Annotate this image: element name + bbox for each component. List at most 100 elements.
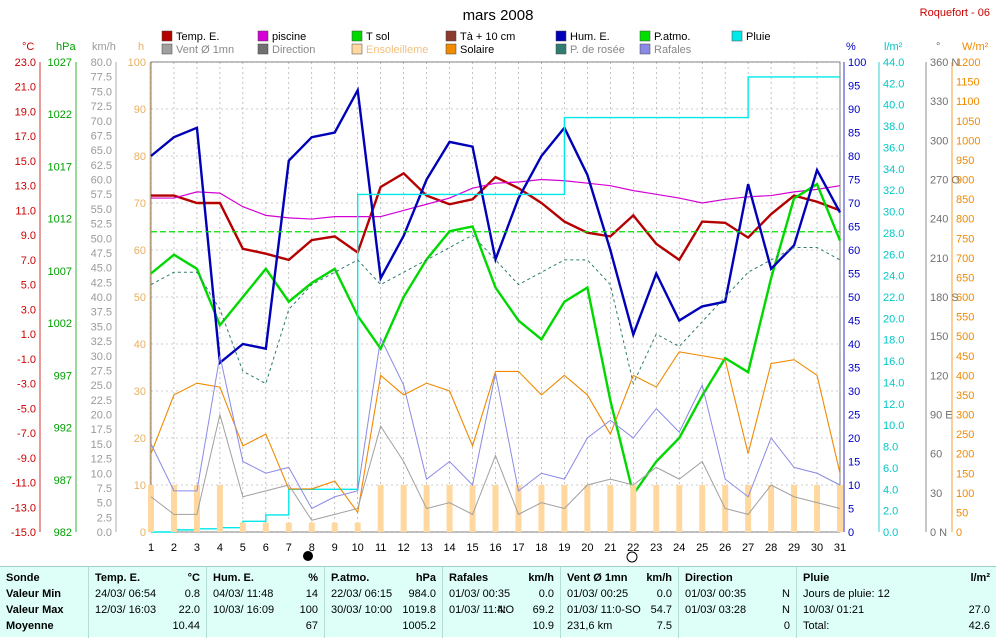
stats-header: Temp. E. °C [95,570,200,586]
axis-tick-temp: 13.0 [15,181,36,193]
axis-tick-lm2: 6.0 [883,463,898,475]
axis-tick-temp: -7.0 [17,428,36,440]
stats-row: 04/03/ 11:48 14 [213,586,318,602]
sunshine-bar [377,485,384,532]
axis-tick-temp: 23.0 [15,57,36,69]
axis-tick-wm2: 500 [956,331,974,343]
sunshine-bar [814,485,821,532]
chart-legend: Temp. E. piscine T sol Tà + 10 cm Hum. E. P.a… [161,30,770,56]
stats-row: 10/03/ 01:21 27.0 [803,602,990,618]
axis-tick-pct: 0 [848,527,854,539]
legend-swatch [161,43,173,55]
stats-cell: °C [187,572,200,584]
stats-header: Rafales km/h [449,570,554,586]
axis-tick-kmh: 45.0 [91,263,112,275]
axis-tick-deg: 360 N [930,57,959,69]
sunshine-bar [148,485,154,532]
x-tick-label: 30 [811,542,823,554]
axis-tick-pct: 35 [848,363,860,375]
legend-swatch [445,30,457,42]
axis-tick-wm2: 700 [956,253,974,265]
legend-swatch [161,30,173,42]
x-tick-label: 7 [286,542,292,554]
axis-tick-wm2: 950 [956,155,974,167]
station-name: Roquefort - 06 [920,7,990,19]
sunshine-bar [745,485,752,532]
axis-tick-hpa: 982 [54,527,72,539]
legend-swatch [257,43,269,55]
stats-cell: 01/03/ 11:4: [449,604,507,616]
stats-cell: % [308,572,318,584]
stats-row: 67 [213,618,318,634]
axis-tick-hpa: 1027 [48,57,72,69]
stats-cell: 0.8 [184,588,200,600]
stats-cell: 24/03/ 06:54 [95,588,157,600]
stats-cell: Temp. E. [95,572,141,584]
axis-unit-kmh: km/h [92,41,116,53]
sunshine-bar [216,485,223,532]
stats-cell: 1019.8 [402,604,436,616]
legend-swatch [351,43,363,55]
sunshine-bar [400,485,407,532]
sunshine-bar [791,485,798,532]
stats-cell: 22.0 [178,604,200,616]
sunshine-bar [331,522,338,532]
stats-row: 10/03/ 16:09 100 [213,602,318,618]
legend-swatch [639,43,651,55]
chart-series [148,76,843,533]
axis-tick-kmh: 10.0 [91,468,112,480]
axis-tick-kmh: 77.5 [91,72,112,84]
axis-tick-h: 40 [134,339,146,351]
axis-tick-pct: 15 [848,457,860,469]
axis-tick-h: 70 [134,198,146,210]
axis-tick-h: 10 [134,480,146,492]
axis-tick-wm2: 850 [956,194,974,206]
sunshine-bar [492,485,499,532]
axis-tick-wm2: 1200 [956,57,980,69]
stats-row: 22/03/ 06:15 984.0 [331,586,436,602]
stats-cell: NO [497,604,515,616]
x-tick-label: 24 [673,542,685,554]
stats-cell: km/h [528,572,554,584]
x-tick-label: 18 [535,542,547,554]
axis-tick-pct: 100 [848,57,866,69]
chart-grid [150,61,841,533]
stats-cell: 01/03/ 00:35 [685,588,747,600]
axis-tick-wm2: 1000 [956,135,980,147]
x-tick-label: 22 [627,542,639,554]
axis-tick-pct: 95 [848,81,860,93]
stats-column: Sonde Valeur Min Valeur Max Moyenne [0,567,88,638]
legend-label: Hum. E. [570,31,610,43]
axis-tick-temp: -1.0 [17,354,36,366]
axis-unit-hpa: hPa [56,41,76,53]
stats-row: 01/03/ 00:35 0.0 [449,586,554,602]
axis-tick-kmh: 25.0 [91,380,112,392]
x-tick-label: 29 [788,542,800,554]
axis-tick-h: 0 [140,527,146,539]
axis-tick-wm2: 50 [956,507,968,519]
axis-tick-kmh: 7.5 [97,483,112,495]
axis-tick-hpa: 1002 [48,318,72,330]
stats-cell: Jours de pluie: 12 [803,588,890,600]
axis-tick-kmh: 60.0 [91,175,112,187]
axis-tick-kmh: 35.0 [91,321,112,333]
stats-cell: 04/03/ 11:48 [213,588,274,600]
axis-tick-kmh: 40.0 [91,292,112,304]
stats-cell: 100 [299,604,318,616]
axis-tick-deg: 120 [930,370,948,382]
axis-tick-wm2: 350 [956,390,974,402]
axis-tick-deg: 90 E [930,410,953,422]
stats-column: Rafales km/h 01/03/ 00:35 0.0 01/03/ 11:4: NO… [442,567,560,638]
legend-swatch [555,30,567,42]
stats-cell: Vent Ø 1mn [567,572,628,584]
axis-tick-pct: 85 [848,128,860,140]
stats-row: 231,6 km 7.5 [567,618,672,634]
axis-tick-deg: 270 O [930,175,960,187]
moon-new-icon [303,551,313,561]
stats-row: 1005.2 [331,618,436,634]
stats-row: 01/03/ 00:35 N [685,586,790,602]
stats-cell: Moyenne [6,620,54,632]
stats-cell: N [782,604,790,616]
stats-header: P.atmo. hPa [331,570,436,586]
axis-tick-kmh: 55.0 [91,204,112,216]
